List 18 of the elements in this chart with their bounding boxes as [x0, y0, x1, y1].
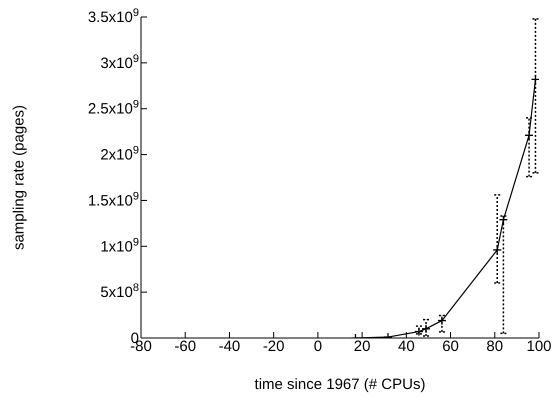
y-tick-label: 2x10$^{9}$ [100, 144, 139, 164]
y-tick-label: 3.5x10$^{9}$ [88, 7, 139, 26]
y-tick-label: 1.5x10$^{9}$ [88, 190, 139, 210]
x-tick-label: 0 [314, 338, 322, 355]
y-axis-title: sampling rate (pages) [10, 104, 28, 250]
x-tick-label: -20 [262, 338, 285, 355]
x-tick-label: 40 [398, 338, 415, 355]
y-tick-label: 5x10$^{8}$ [100, 282, 139, 302]
x-tick-label: 100 [526, 338, 552, 355]
y-tick-label: 1x10$^{9}$ [100, 236, 139, 256]
y-tick-label: 2.5x10$^{9}$ [88, 98, 139, 118]
y-tick-label: 3x10$^{9}$ [100, 52, 139, 72]
x-tick-label: 60 [442, 338, 459, 355]
x-axis-title: time since 1967 (# CPUs) [254, 376, 426, 393]
x-tick-label: -60 [174, 338, 196, 355]
x-tick-label: -40 [218, 338, 240, 355]
x-tick-label: 20 [354, 338, 370, 355]
x-tick-label: 80 [486, 338, 504, 355]
